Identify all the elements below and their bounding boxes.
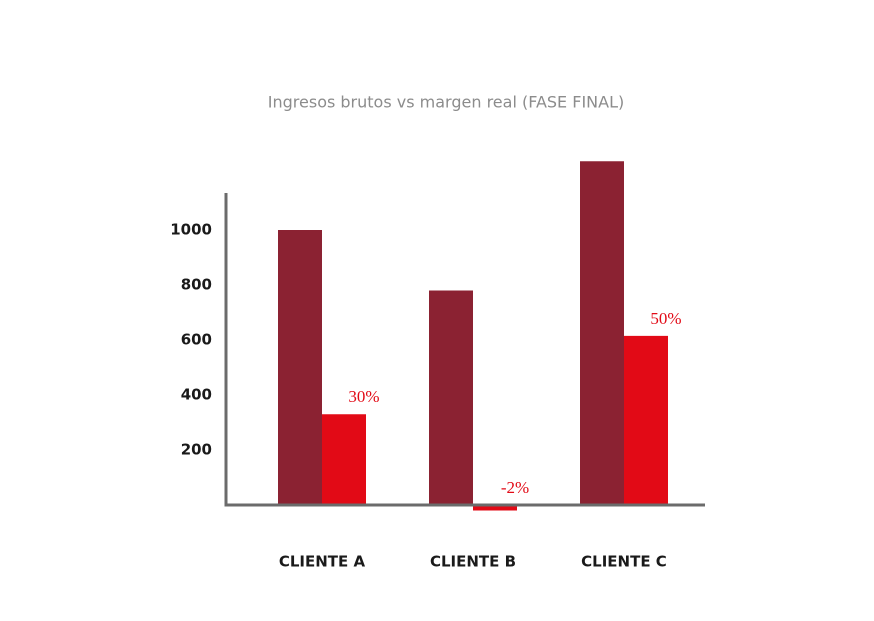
value-annotation: 30% — [348, 387, 379, 406]
bar — [429, 290, 473, 505]
y-tick-label: 600 — [181, 331, 212, 349]
x-tick-label: CLIENTE B — [430, 553, 516, 571]
y-tick-label: 200 — [181, 441, 212, 459]
y-tick-label: 400 — [181, 386, 212, 404]
bar — [473, 505, 517, 511]
value-annotation: -2% — [501, 478, 529, 497]
bar — [278, 230, 322, 505]
value-annotation: 50% — [650, 309, 681, 328]
chart-title: Ingresos brutos vs margen real (FASE FIN… — [268, 93, 624, 112]
bar — [624, 335, 668, 505]
bar — [322, 414, 366, 505]
x-tick-label: CLIENTE A — [279, 553, 366, 571]
x-tick-label: CLIENTE C — [581, 553, 667, 571]
y-tick-label: 800 — [181, 276, 212, 294]
bar — [580, 161, 624, 505]
y-tick-label: 1000 — [170, 221, 212, 239]
